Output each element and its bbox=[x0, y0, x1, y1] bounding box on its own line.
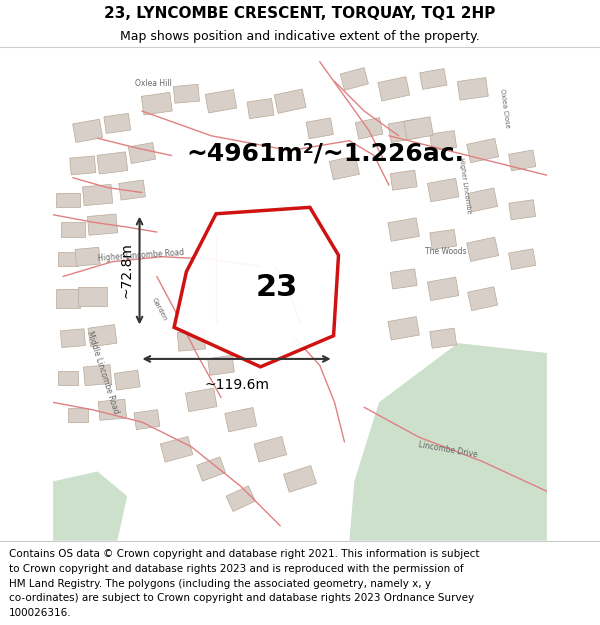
Bar bbox=[98, 399, 127, 420]
Bar bbox=[56, 192, 80, 208]
Bar bbox=[104, 113, 131, 133]
Text: co-ordinates) are subject to Crown copyright and database rights 2023 Ordnance S: co-ordinates) are subject to Crown copyr… bbox=[9, 593, 474, 603]
Bar bbox=[430, 131, 457, 151]
Bar bbox=[88, 324, 117, 347]
Bar bbox=[83, 365, 112, 386]
Bar bbox=[75, 248, 100, 266]
Text: The Woods: The Woods bbox=[425, 248, 466, 256]
Bar bbox=[142, 92, 172, 115]
Bar bbox=[390, 269, 417, 289]
Bar bbox=[208, 356, 235, 376]
Text: Middle Lincombe Road: Middle Lincombe Road bbox=[85, 330, 121, 415]
Bar bbox=[306, 118, 334, 139]
Bar bbox=[283, 466, 317, 492]
Bar bbox=[79, 287, 107, 306]
Bar bbox=[467, 287, 497, 311]
Bar bbox=[355, 118, 383, 139]
Text: Oxlea Close: Oxlea Close bbox=[499, 89, 511, 129]
Bar bbox=[430, 328, 457, 348]
Bar bbox=[82, 184, 113, 206]
Bar bbox=[61, 329, 85, 348]
Text: 23: 23 bbox=[256, 273, 298, 302]
Bar bbox=[73, 119, 103, 142]
Bar bbox=[509, 249, 536, 269]
Text: to Crown copyright and database rights 2023 and is reproduced with the permissio: to Crown copyright and database rights 2… bbox=[9, 564, 464, 574]
Text: ~72.8m: ~72.8m bbox=[119, 242, 134, 299]
Bar bbox=[56, 289, 80, 308]
Text: 100026316.: 100026316. bbox=[9, 608, 71, 618]
Bar bbox=[427, 277, 459, 301]
Bar bbox=[509, 200, 536, 220]
Bar bbox=[160, 436, 193, 462]
Bar bbox=[340, 68, 368, 90]
Bar bbox=[427, 178, 459, 202]
Bar bbox=[404, 117, 433, 140]
Bar bbox=[205, 89, 237, 113]
Bar bbox=[274, 89, 306, 113]
Bar bbox=[68, 408, 88, 422]
Bar bbox=[390, 170, 417, 190]
Text: Garden: Garden bbox=[151, 297, 168, 322]
Polygon shape bbox=[174, 208, 338, 367]
Bar bbox=[430, 229, 457, 249]
Polygon shape bbox=[53, 471, 127, 541]
Bar bbox=[467, 188, 497, 212]
Bar bbox=[467, 138, 499, 162]
Bar bbox=[225, 408, 257, 432]
Bar bbox=[247, 99, 274, 119]
Bar bbox=[134, 410, 160, 429]
Bar bbox=[97, 152, 128, 174]
Bar bbox=[173, 84, 199, 103]
Bar bbox=[388, 317, 419, 340]
Bar bbox=[70, 156, 96, 175]
Bar bbox=[388, 119, 419, 142]
Text: Contains OS data © Crown copyright and database right 2021. This information is : Contains OS data © Crown copyright and d… bbox=[9, 549, 479, 559]
Bar bbox=[114, 370, 140, 390]
Text: Map shows position and indicative extent of the property.: Map shows position and indicative extent… bbox=[120, 30, 480, 43]
Bar bbox=[185, 388, 217, 412]
Bar bbox=[378, 77, 410, 101]
Bar bbox=[388, 218, 419, 241]
Bar bbox=[197, 457, 226, 481]
Bar bbox=[419, 69, 447, 89]
Bar bbox=[226, 486, 256, 511]
Bar bbox=[61, 222, 85, 237]
Bar bbox=[467, 237, 499, 261]
Text: ~4961m²/~1.226ac.: ~4961m²/~1.226ac. bbox=[187, 141, 464, 165]
Text: Oxlea Hill: Oxlea Hill bbox=[134, 79, 172, 88]
Text: ~119.6m: ~119.6m bbox=[204, 378, 269, 392]
Text: Lincombe Drive: Lincombe Drive bbox=[418, 439, 478, 459]
Bar bbox=[88, 214, 118, 235]
Text: HM Land Registry. The polygons (including the associated geometry, namely x, y: HM Land Registry. The polygons (includin… bbox=[9, 579, 431, 589]
Bar bbox=[119, 180, 146, 200]
Polygon shape bbox=[349, 343, 547, 541]
Bar bbox=[509, 150, 536, 171]
Bar bbox=[457, 78, 488, 100]
Bar bbox=[254, 436, 287, 462]
Bar bbox=[177, 330, 205, 351]
Text: Higher Lincombe Road: Higher Lincombe Road bbox=[98, 248, 185, 262]
Bar bbox=[329, 156, 359, 180]
Bar bbox=[58, 253, 78, 266]
Text: 23, LYNCOMBE CRESCENT, TORQUAY, TQ1 2HP: 23, LYNCOMBE CRESCENT, TORQUAY, TQ1 2HP bbox=[104, 6, 496, 21]
Bar bbox=[128, 142, 155, 164]
Bar bbox=[58, 371, 78, 384]
Text: Higher Lincombe: Higher Lincombe bbox=[458, 157, 472, 214]
